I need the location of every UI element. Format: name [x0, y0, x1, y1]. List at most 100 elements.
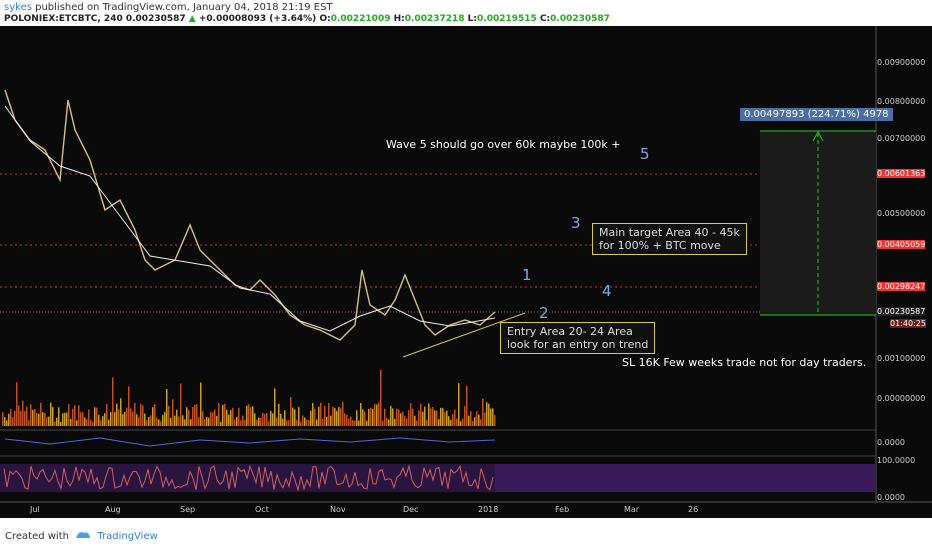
volume-bar [222, 405, 224, 426]
brand[interactable]: TradingView [97, 531, 158, 542]
volume-bar [132, 411, 134, 426]
volume-bar [390, 405, 392, 426]
volume-bar [306, 419, 308, 426]
volume-bar [432, 406, 434, 426]
volume-bar [354, 420, 356, 426]
published: published on TradingView.com, January 04… [35, 2, 333, 13]
o-label: O: [319, 14, 331, 24]
volume-bar [60, 421, 62, 426]
volume-bar [190, 419, 192, 426]
volume-bar [20, 410, 22, 426]
volume-bar [484, 412, 486, 426]
volume-bar [152, 407, 154, 426]
volume-bar [198, 417, 200, 426]
volume-bar [320, 402, 322, 426]
c-label: C: [539, 14, 551, 24]
volume-bar [106, 403, 108, 426]
volume-bar [416, 420, 418, 426]
price-label: 0.00298247 [877, 282, 926, 291]
created: Created with [5, 531, 69, 542]
volume-bar [278, 403, 280, 426]
volume-bar [96, 407, 98, 426]
volume-bar [462, 418, 464, 426]
volume-bar [52, 407, 54, 426]
volume-bar [438, 419, 440, 426]
volume-bar [6, 420, 8, 426]
time-label: Nov [330, 505, 346, 514]
volume-bar [186, 407, 188, 426]
time-label: Mar [624, 505, 640, 514]
volume-bar [332, 406, 334, 426]
moving-average [4, 105, 496, 332]
volume-bar [362, 409, 364, 426]
open: 0.00221009 [330, 14, 391, 24]
volume-bar [8, 413, 10, 426]
volume-bar [370, 407, 372, 426]
volume-bar [282, 418, 284, 426]
volume-bar [490, 408, 492, 426]
volume-bar [298, 407, 300, 426]
volume-bar [48, 416, 50, 426]
volume-bar [70, 418, 72, 426]
price-label: 0.00000000 [877, 394, 926, 403]
volume-bar [476, 411, 478, 426]
volume-bar [164, 412, 166, 426]
volume-bar [230, 410, 232, 426]
volume-bar [142, 405, 144, 426]
volume-bar [358, 420, 360, 426]
volume-bar [470, 411, 472, 426]
volume-bar [434, 410, 436, 426]
volume-bar [486, 402, 488, 426]
volume-bar [212, 412, 214, 426]
volume-bar [172, 399, 174, 426]
volume-bar [404, 416, 406, 426]
volume-bar [124, 411, 126, 426]
volume-bar [94, 407, 96, 426]
volume-bar [242, 415, 244, 426]
volume-bar [292, 407, 294, 426]
indicator-label: 100.0000 [877, 456, 916, 465]
volume-bar [330, 415, 332, 426]
arrow-head [812, 130, 824, 142]
volume-bar [296, 420, 298, 426]
low: 0.00219515 [477, 14, 537, 24]
author[interactable]: sykes [4, 2, 32, 13]
high: 0.00237218 [404, 14, 465, 24]
time-label: Feb [555, 505, 570, 514]
volume-bar [214, 409, 216, 426]
volume-bar [494, 415, 496, 426]
volume-bar [458, 383, 460, 426]
volume-bar [430, 408, 432, 426]
volume-bar [444, 411, 446, 426]
volume-bar [378, 402, 380, 426]
volume-bar [58, 407, 60, 426]
volume-bar [428, 403, 430, 426]
volume-bar [16, 382, 18, 426]
volume-bar [114, 412, 116, 426]
volume-bar [448, 416, 450, 426]
price-label: 0.00900000 [877, 58, 926, 67]
volume-bar [336, 410, 338, 426]
volume-bar [30, 404, 32, 426]
volume-bar [368, 408, 370, 426]
volume-bar [246, 405, 248, 426]
volume-bar [412, 408, 414, 426]
volume-bar [4, 417, 6, 426]
volume-bar [126, 407, 128, 426]
volume-bar [50, 402, 52, 426]
time-label: Dec [403, 505, 419, 514]
time-label: Sep [180, 505, 196, 514]
volume-bar [46, 417, 48, 426]
volume-bar [380, 369, 382, 426]
volume-bar [136, 414, 138, 426]
volume-bar [388, 419, 390, 426]
price-series [4, 89, 496, 341]
volume-bar [98, 414, 100, 426]
volume-bar [392, 408, 394, 426]
volume-bar [140, 403, 142, 426]
volume-bar [156, 417, 158, 426]
volume-bar [234, 419, 236, 426]
wave-number: 2 [539, 304, 549, 322]
volume-bar [92, 421, 94, 426]
price-label: 0.00601363 [877, 169, 926, 178]
